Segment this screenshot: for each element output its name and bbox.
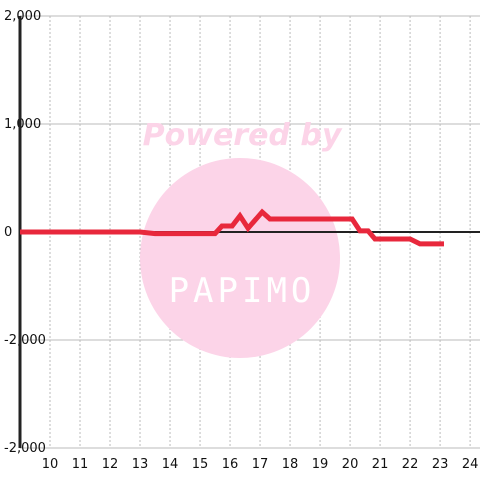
y-tick-label: 2,000 bbox=[4, 9, 41, 24]
x-tick-label: 24 bbox=[462, 457, 479, 472]
watermark-logo: PAPIMO bbox=[169, 271, 316, 311]
x-tick-label: 22 bbox=[402, 457, 419, 472]
x-tick-label: 23 bbox=[432, 457, 449, 472]
y-tick-label: 0 bbox=[4, 225, 12, 240]
watermark-text: Powered by bbox=[143, 118, 343, 153]
watermark-circle bbox=[140, 158, 340, 358]
x-tick-label: 19 bbox=[312, 457, 329, 472]
x-tick-label: 18 bbox=[282, 457, 299, 472]
x-tick-label: 20 bbox=[342, 457, 359, 472]
y-tick-label: 1,000 bbox=[4, 117, 41, 132]
x-tick-label: 15 bbox=[192, 457, 209, 472]
x-tick-label: 21 bbox=[372, 457, 389, 472]
y-tick-label: -2,000 bbox=[4, 441, 46, 456]
x-tick-label: 11 bbox=[72, 457, 89, 472]
x-tick-label: 13 bbox=[132, 457, 149, 472]
line-series bbox=[20, 208, 444, 247]
x-tick-label: 17 bbox=[252, 457, 269, 472]
x-tick-label: 14 bbox=[162, 457, 179, 472]
x-tick-label: 12 bbox=[102, 457, 119, 472]
x-tick-label: 10 bbox=[42, 457, 59, 472]
x-tick-label: 16 bbox=[222, 457, 239, 472]
y-tick-label: -2,000 bbox=[4, 333, 46, 348]
watermark: Powered by PAPIMO bbox=[140, 118, 343, 358]
